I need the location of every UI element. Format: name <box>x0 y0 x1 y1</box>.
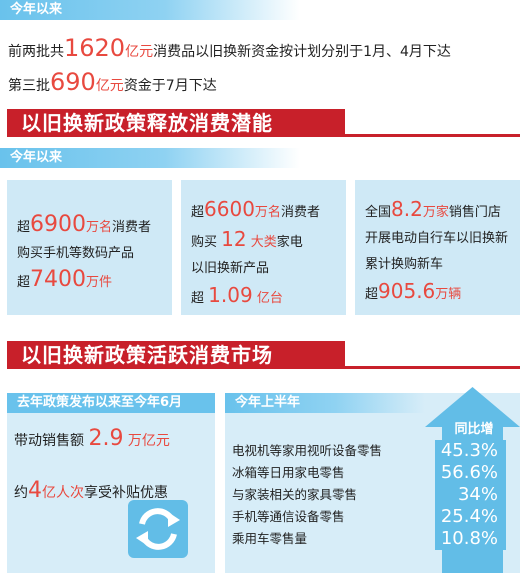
text: 购买手机等数码产品 <box>17 246 135 261</box>
section2-title: 以旧换新政策活跃消费市场 <box>21 343 273 367</box>
unit: 万辆 <box>435 287 462 302</box>
number: 8.2 <box>391 197 423 221</box>
card-line: 超 1.09 亿台 <box>191 282 338 312</box>
text: 家电 <box>276 235 303 250</box>
text: 超 <box>191 291 205 306</box>
card-line: 超7400万件 <box>17 267 164 296</box>
row-label: 与家装相关的家具零售 <box>232 487 358 502</box>
number: 6900 <box>30 212 87 237</box>
text: 开展电动自行车以旧换新 <box>365 231 509 246</box>
card-line: 累计换购新车 <box>365 252 512 278</box>
left-panel-tag-label: 去年政策发布以来至今年6月 <box>17 395 183 410</box>
text: 累计换购新车 <box>365 257 444 272</box>
top-tag-label: 今年以来 <box>10 2 63 17</box>
text: 前两批共 <box>8 44 64 60</box>
unit: 万亿元 <box>127 433 170 449</box>
table-row: 乘用车零售量 10.8% <box>232 528 520 550</box>
number: 7400 <box>30 267 87 292</box>
text: 购买 <box>191 235 218 250</box>
card-line: 超6600万名消费者 <box>191 196 338 226</box>
text: 第三批 <box>8 78 50 94</box>
amount: 1620 <box>64 34 126 62</box>
number: 1.09 <box>208 283 253 307</box>
text: 资金于7月下达 <box>123 78 217 94</box>
table-row: 与家装相关的家具零售 34% <box>232 484 520 506</box>
recycle-arrows-icon <box>128 500 188 558</box>
section1-banner: 以旧换新政策释放消费潜能 <box>7 109 345 137</box>
banner-rule <box>7 366 520 369</box>
stat-card-appliances: 超6600万名消费者 购买 12 大类家电 以旧换新产品 超 1.09 亿台 <box>181 180 346 315</box>
text: 超 <box>191 205 205 220</box>
table-row: 冰箱等日用家电零售 56.6% <box>232 462 520 484</box>
stat-card-digital: 超6900万名消费者 购买手机等数码产品 超7400万件 <box>7 180 172 315</box>
section1-tag: 今年以来 <box>0 148 300 168</box>
right-panel-tag-label: 今年上半年 <box>235 395 301 410</box>
left-panel-tag: 去年政策发布以来至今年6月 <box>7 393 215 413</box>
text: 消费品以旧换新资金按计划分别于1月、4月下达 <box>153 44 451 60</box>
number: 12 <box>221 227 247 251</box>
unit: 万名 <box>86 220 113 235</box>
section1-tag-label: 今年以来 <box>10 150 63 165</box>
yoy-header-label: 同比增 <box>454 422 494 437</box>
banner-rule <box>7 134 520 137</box>
table-row: 电视机等家用视听设备零售 45.3% <box>232 440 520 462</box>
row-value: 25.4% <box>435 506 506 528</box>
text: 超 <box>17 275 31 290</box>
unit: 亿元 <box>125 44 154 60</box>
row-value: 45.3% <box>435 440 506 462</box>
section2-banner: 以旧换新政策活跃消费市场 <box>7 341 345 369</box>
unit: 万名 <box>254 205 281 220</box>
text: 以旧换新产品 <box>191 261 270 276</box>
unit: 大类 <box>250 235 277 250</box>
row-label: 手机等通信设备零售 <box>232 509 345 524</box>
number: 4 <box>28 478 42 503</box>
yoy-table: 电视机等家用视听设备零售 45.3% 冰箱等日用家电零售 56.6% 与家装相关… <box>232 440 520 550</box>
top-line-1: 前两批共1620亿元消费品以旧换新资金按计划分别于1月、4月下达 <box>8 34 451 62</box>
unit: 亿人次 <box>42 485 84 501</box>
text: 享受补贴优惠 <box>84 485 168 501</box>
row-value: 56.6% <box>435 462 506 484</box>
text: 消费者 <box>280 205 320 220</box>
number: 905.6 <box>378 279 436 303</box>
text: 超 <box>17 220 31 235</box>
row-label: 冰箱等日用家电零售 <box>232 465 345 480</box>
card-line: 全国8.2万家销售门店 <box>365 196 512 226</box>
subsidy-people-line: 约4亿人次享受补贴优惠 <box>14 478 168 503</box>
number: 6600 <box>204 197 255 221</box>
stat-card-ebike: 全国8.2万家销售门店 开展电动自行车以旧换新 累计换购新车 超905.6万辆 <box>355 180 520 315</box>
card-line: 超905.6万辆 <box>365 278 512 308</box>
row-value: 34% <box>435 484 506 506</box>
card-line: 购买 12 大类家电 <box>191 226 338 256</box>
right-panel-tag: 今年上半年 <box>225 393 425 413</box>
unit: 万件 <box>86 275 113 290</box>
card-line: 购买手机等数码产品 <box>17 241 164 267</box>
amount: 690 <box>50 68 96 96</box>
row-label: 电视机等家用视听设备零售 <box>232 443 383 458</box>
row-value: 10.8% <box>435 528 506 550</box>
number: 2.9 <box>88 426 124 451</box>
section1-title: 以旧换新政策释放消费潜能 <box>21 111 273 135</box>
text: 约 <box>14 485 28 501</box>
text: 消费者 <box>112 220 152 235</box>
unit: 亿元 <box>95 78 124 94</box>
text: 超 <box>365 287 379 302</box>
yoy-header: 同比增 <box>442 418 506 437</box>
top-line-2: 第三批690亿元资金于7月下达 <box>8 68 217 96</box>
top-tag: 今年以来 <box>0 0 300 20</box>
text: 销售门店 <box>448 205 501 220</box>
card-line: 以旧换新产品 <box>191 256 338 282</box>
unit: 万家 <box>422 205 449 220</box>
sales-amount-line: 带动销售额 2.9 万亿元 <box>14 426 170 451</box>
text: 带动销售额 <box>14 433 84 449</box>
row-label: 乘用车零售量 <box>232 531 308 546</box>
unit: 亿台 <box>256 291 283 306</box>
card-line: 开展电动自行车以旧换新 <box>365 226 512 252</box>
text: 全国 <box>365 205 392 220</box>
table-row: 手机等通信设备零售 25.4% <box>232 506 520 528</box>
card-line: 超6900万名消费者 <box>17 212 164 241</box>
